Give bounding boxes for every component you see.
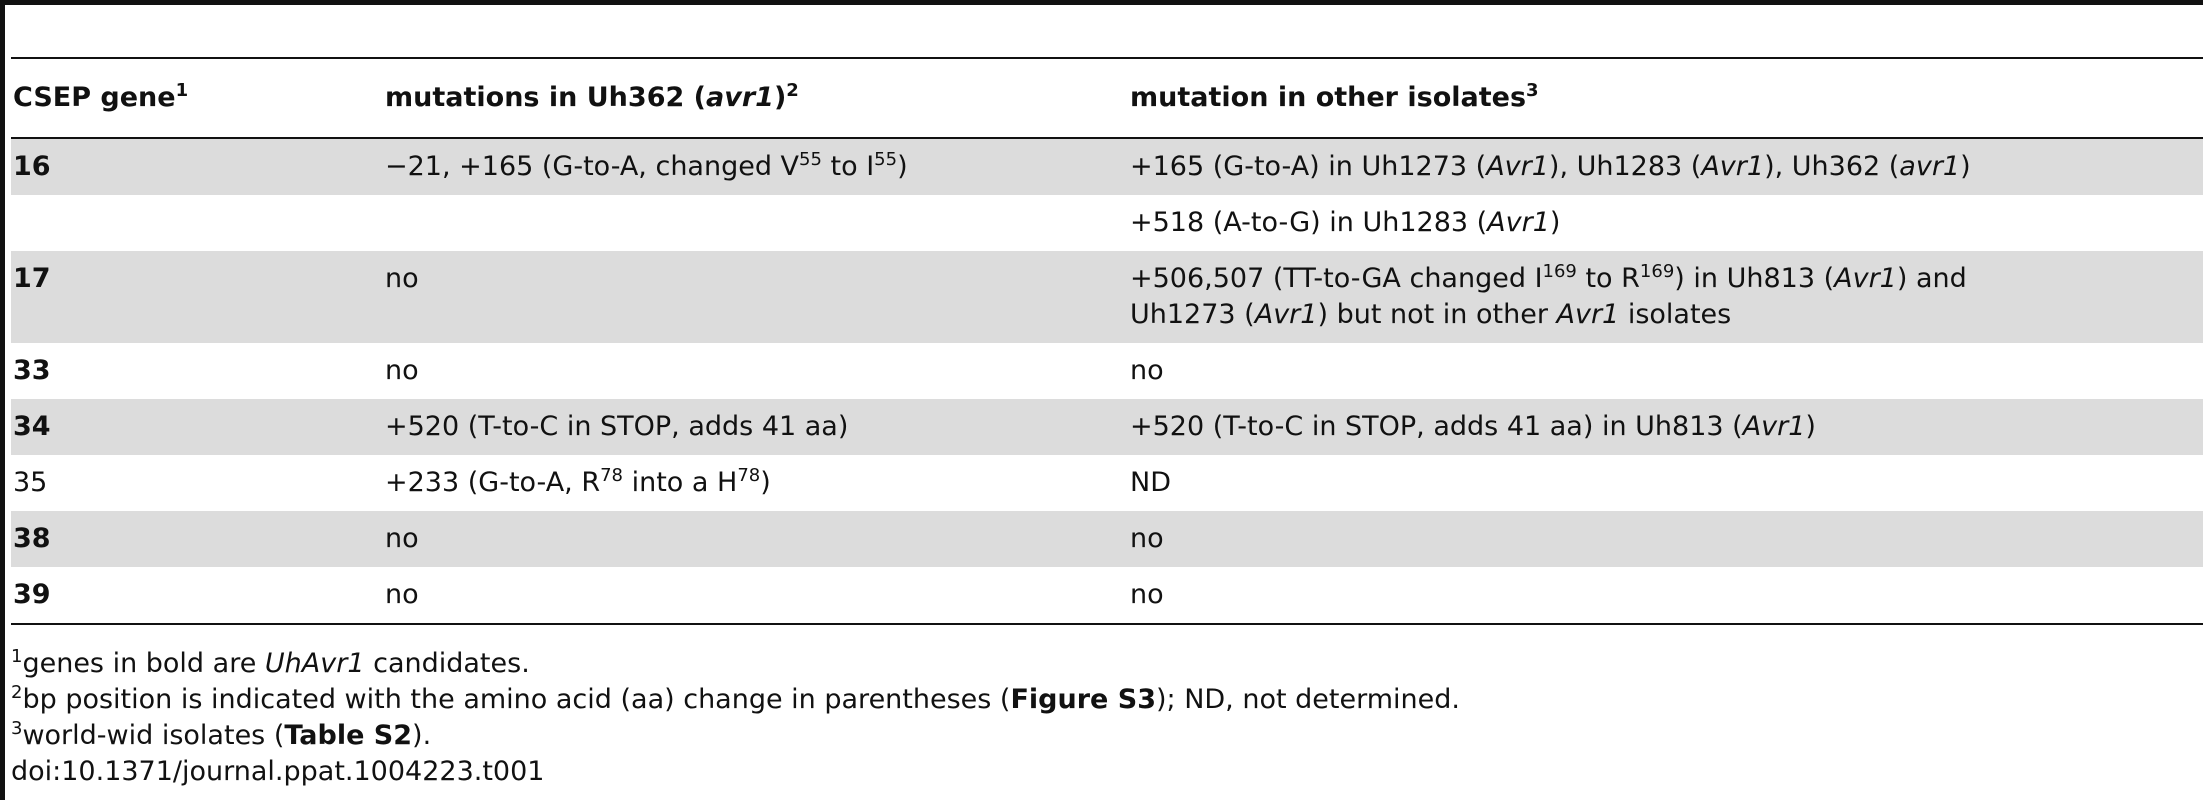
cell-gene: 38 [11,511,383,567]
top-rule [5,0,2203,5]
cell-gene: 33 [13,355,51,386]
cell-mutation-other: no [1128,511,2203,567]
cell-mutation-other: no [1128,567,2203,625]
cell-mutations-uh362: no [385,355,419,386]
cell-mutation-other: no [1130,355,1164,386]
footnote-1: 1genes in bold are UhAvr1 candidates. [11,646,530,680]
table-row: 33 no no [11,343,2203,399]
table-row: 17 no +506,507 (TT-to-GA changed I169 to… [11,251,2203,343]
cell-mutations-uh362: +233 (G-to-A, R78 into a H78) [385,465,771,499]
table-row: 34 +520 (T-to-C in STOP, adds 41 aa) +52… [11,399,2203,455]
footnote-3: 3world-wid isolates (Table S2). [11,718,432,752]
cell-gene: 17 [11,251,383,343]
table-footnotes: 1genes in bold are UhAvr1 candidates. 2b… [11,646,1460,790]
header-mutation-other-isolates: mutation in other isolates3 [1128,58,2203,139]
footnote-2: 2bp position is indicated with the amino… [11,682,1460,716]
cell-mutation-other: +518 (A-to-G) in Uh1283 (Avr1) [1130,207,1561,238]
table-s2-link[interactable]: Table S2 [284,720,413,751]
cell-gene: 39 [11,567,383,625]
cell-mutation-other: +506,507 (TT-to-GA changed I169 to R169)… [1128,251,2203,343]
table-header-row: CSEP gene1 mutations in Uh362 (avr1)2 mu… [11,58,2203,139]
csep-mutation-table: CSEP gene1 mutations in Uh362 (avr1)2 mu… [11,57,2203,625]
cell-gene: 34 [11,399,383,455]
cell-mutations-uh362: no [383,251,1128,343]
cell-mutation-other: +520 (T-to-C in STOP, adds 41 aa) in Uh8… [1128,399,2203,455]
table-row: 35 +233 (G-to-A, R78 into a H78) ND [11,455,2203,511]
cell-mutations-uh362: no [383,567,1128,625]
header-mutations-uh362: mutations in Uh362 (avr1)2 [383,58,1128,139]
figure-s3-link[interactable]: Figure S3 [1010,684,1156,715]
cell-mutations-uh362: −21, +165 (G-to-A, changed V55 to I55) [383,138,1128,195]
cell-gene: 16 [11,138,383,195]
cell-mutations-uh362 [383,195,1128,251]
cell-mutation-other: +165 (G-to-A) in Uh1273 (Avr1), Uh1283 (… [1128,138,2203,195]
table-row: 39 no no [11,567,2203,625]
cell-gene [11,195,383,251]
cell-mutations-uh362: no [383,511,1128,567]
cell-mutations-uh362: +520 (T-to-C in STOP, adds 41 aa) [383,399,1128,455]
cell-mutation-other: ND [1130,467,1171,498]
table-row: +518 (A-to-G) in Uh1283 (Avr1) [11,195,2203,251]
cell-gene: 35 [13,467,48,498]
header-csep-gene: CSEP gene1 [11,58,383,139]
table-row: 38 no no [11,511,2203,567]
table-row: 16 −21, +165 (G-to-A, changed V55 to I55… [11,138,2203,195]
doi-line[interactable]: doi:10.1371/journal.ppat.1004223.t001 [11,756,545,787]
left-border-rule [0,0,5,800]
table-container: CSEP gene1 mutations in Uh362 (avr1)2 mu… [11,57,2203,625]
